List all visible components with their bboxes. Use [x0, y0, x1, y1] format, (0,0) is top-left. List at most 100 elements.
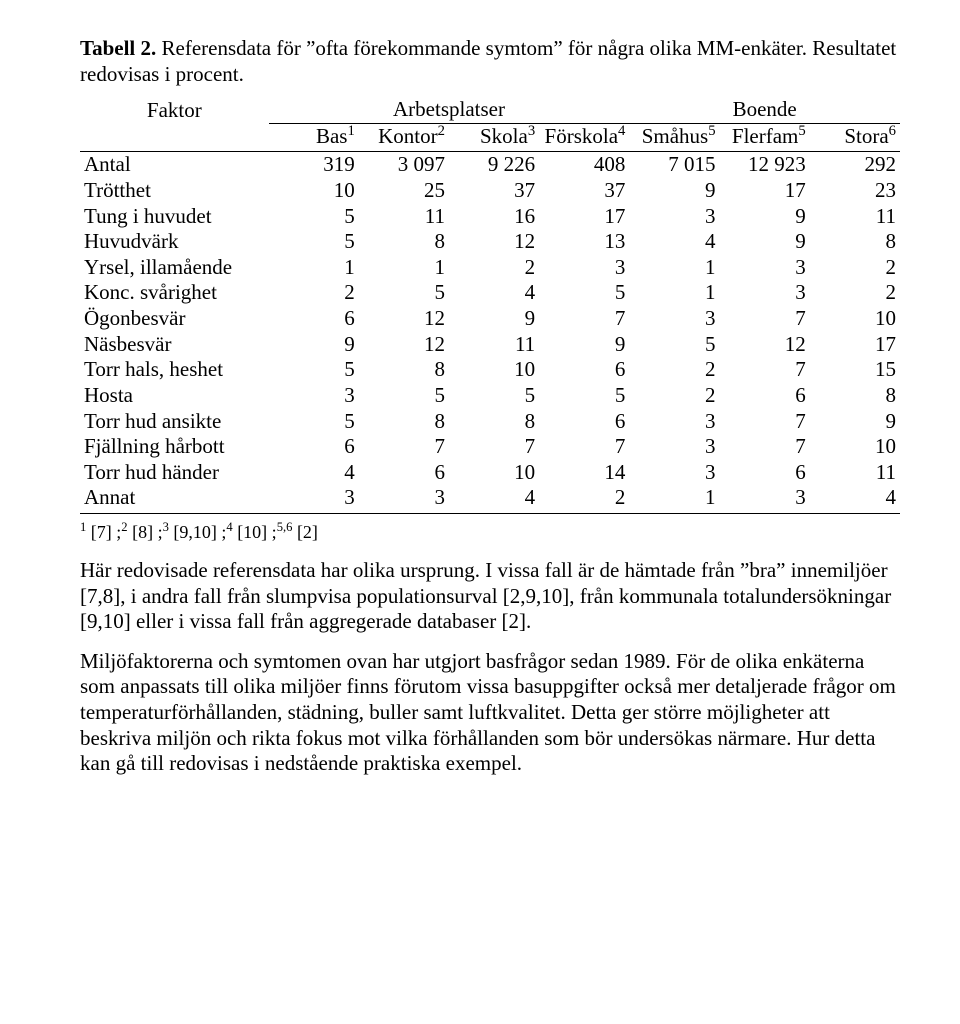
row-label: Huvudvärk	[80, 229, 269, 255]
table-cell: 5	[359, 383, 449, 409]
table-cell: 5	[539, 280, 629, 306]
table-cell: 2	[539, 485, 629, 513]
table-cell: 6	[269, 434, 359, 460]
col-skola: Skola3	[449, 123, 539, 152]
row-label: Tung i huvudet	[80, 204, 269, 230]
table-cell: 8	[359, 409, 449, 435]
table-cell: 10	[269, 178, 359, 204]
table-row: Tung i huvudet51116173911	[80, 204, 900, 230]
table-cell: 9	[720, 204, 810, 230]
table-cell: 2	[629, 357, 719, 383]
col-smahus: Småhus5	[629, 123, 719, 152]
table-cell: 17	[720, 178, 810, 204]
row-label: Trötthet	[80, 178, 269, 204]
table-cell: 1	[629, 485, 719, 513]
table-cell: 9	[810, 409, 900, 435]
body-paragraph-2: Miljöfaktorerna och symtomen ovan har ut…	[80, 649, 900, 777]
row-label: Hosta	[80, 383, 269, 409]
table-cell: 10	[449, 460, 539, 486]
table-cell: 15	[810, 357, 900, 383]
table-cell: 7	[720, 434, 810, 460]
table-cell: 6	[720, 383, 810, 409]
table-row: Trötthet1025373791723	[80, 178, 900, 204]
table-row: Annat3342134	[80, 485, 900, 513]
reference-data-table: Faktor Arbetsplatser Boende Bas1 Kontor2…	[80, 97, 900, 514]
col-forskola: Förskola4	[539, 123, 629, 152]
row-label: Annat	[80, 485, 269, 513]
table-cell: 12	[359, 306, 449, 332]
table-cell: 4	[269, 460, 359, 486]
table-cell: 3	[720, 280, 810, 306]
table-row: Torr hud händer4610143611	[80, 460, 900, 486]
table-cell: 17	[810, 332, 900, 358]
table-cell: 5	[269, 229, 359, 255]
table-cell: 17	[539, 204, 629, 230]
caption-rest: Referensdata för ”ofta förekommande symt…	[80, 36, 896, 86]
col-bas: Bas1	[269, 123, 359, 152]
table-cell: 11	[449, 332, 539, 358]
table-cell: 3	[629, 434, 719, 460]
table-cell: 2	[810, 255, 900, 281]
table-cell: 13	[539, 229, 629, 255]
table-cell: 8	[359, 357, 449, 383]
table-cell: 1	[359, 255, 449, 281]
table-cell: 2	[810, 280, 900, 306]
table-cell: 3	[629, 306, 719, 332]
row-label: Torr hud ansikte	[80, 409, 269, 435]
table-cell: 8	[810, 383, 900, 409]
col-flerfam: Flerfam5	[720, 123, 810, 152]
table-cell: 23	[810, 178, 900, 204]
table-cell: 5	[449, 383, 539, 409]
table-cell: 2	[449, 255, 539, 281]
table-cell: 292	[810, 152, 900, 178]
table-row: Huvudvärk581213498	[80, 229, 900, 255]
table-cell: 6	[720, 460, 810, 486]
table-cell: 10	[810, 434, 900, 460]
table-cell: 3	[720, 255, 810, 281]
table-cell: 3	[720, 485, 810, 513]
table-row: Konc. svårighet2545132	[80, 280, 900, 306]
table-row: Näsbesvär91211951217	[80, 332, 900, 358]
table-cell: 6	[539, 409, 629, 435]
row-label: Ögonbesvär	[80, 306, 269, 332]
table-cell: 7	[449, 434, 539, 460]
table-row: Ögonbesvär612973710	[80, 306, 900, 332]
table-cell: 3	[359, 485, 449, 513]
table-cell: 9	[449, 306, 539, 332]
table-cell: 6	[539, 357, 629, 383]
table-row: Fjällning hårbott67773710	[80, 434, 900, 460]
table-cell: 25	[359, 178, 449, 204]
col-kontor: Kontor2	[359, 123, 449, 152]
group-arbetsplatser: Arbetsplatser	[269, 97, 630, 123]
table-cell: 3	[629, 409, 719, 435]
table-cell: 9	[720, 229, 810, 255]
table-cell: 3	[629, 460, 719, 486]
table-cell: 11	[359, 204, 449, 230]
table-cell: 2	[629, 383, 719, 409]
table-cell: 9	[539, 332, 629, 358]
table-cell: 16	[449, 204, 539, 230]
table-cell: 14	[539, 460, 629, 486]
table-footnote: 1 [7] ;2 [8] ;3 [9,10] ;4 [10] ;5,6 [2]	[80, 522, 900, 544]
table-cell: 4	[449, 485, 539, 513]
table-cell: 1	[629, 255, 719, 281]
col-stora: Stora6	[810, 123, 900, 152]
table-cell: 11	[810, 204, 900, 230]
table-cell: 8	[449, 409, 539, 435]
table-cell: 10	[449, 357, 539, 383]
table-cell: 5	[629, 332, 719, 358]
row-label: Torr hud händer	[80, 460, 269, 486]
table-cell: 12	[720, 332, 810, 358]
table-cell: 9	[269, 332, 359, 358]
table-cell: 1	[629, 280, 719, 306]
table-cell: 7	[539, 306, 629, 332]
table-cell: 3 097	[359, 152, 449, 178]
table-cell: 7	[720, 306, 810, 332]
row-label: Torr hals, heshet	[80, 357, 269, 383]
table-cell: 37	[449, 178, 539, 204]
table-cell: 3	[269, 383, 359, 409]
table-cell: 7	[720, 409, 810, 435]
table-cell: 10	[810, 306, 900, 332]
table-cell: 2	[269, 280, 359, 306]
row-label: Antal	[80, 152, 269, 178]
